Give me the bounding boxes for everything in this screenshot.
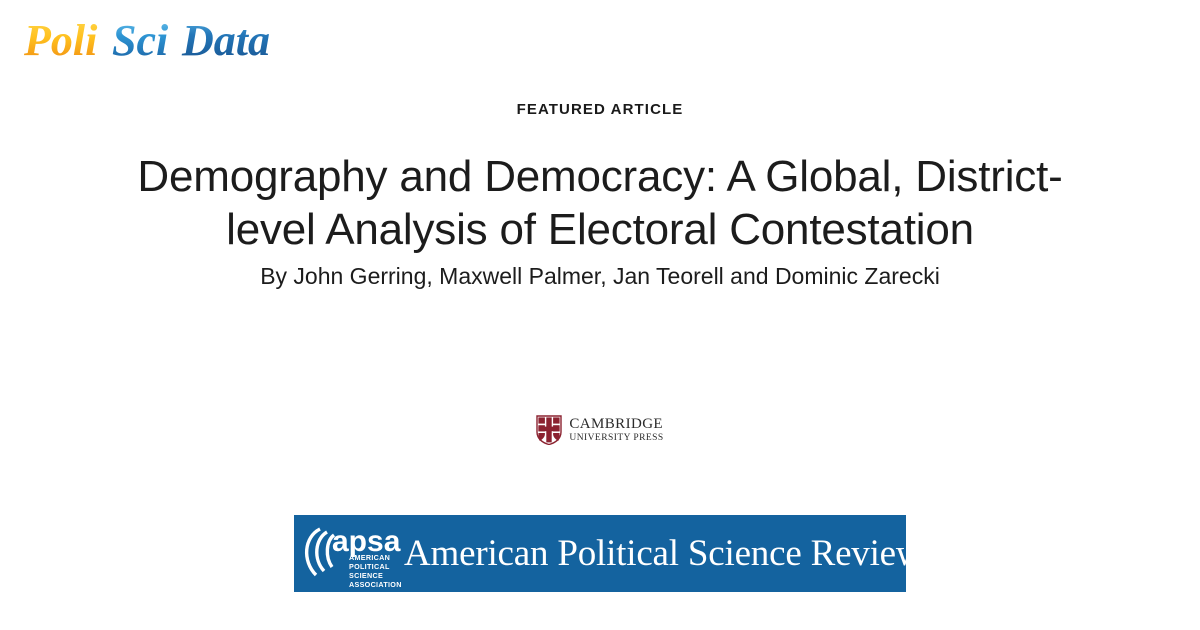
page-title: Demography and Democracy: A Global, Dist… (137, 152, 1063, 254)
svg-text:POLITICAL: POLITICAL (349, 562, 390, 571)
svg-text:Sci: Sci (112, 17, 169, 65)
cambridge-university-press-mark: CAMBRIDGE UNIVERSITY PRESS (536, 415, 663, 445)
publisher-name: CAMBRIDGE (569, 415, 663, 432)
journal-title: American Political Science Review (404, 533, 906, 574)
svg-text:AMERICAN: AMERICAN (349, 553, 390, 562)
article-header: Demography and Democracy: A Global, Dist… (100, 150, 1100, 291)
cambridge-shield-icon (536, 415, 563, 445)
article-byline: By John Gerring, Maxwell Palmer, Jan Teo… (260, 263, 940, 289)
publisher-logo[interactable]: CAMBRIDGE UNIVERSITY PRESS (0, 415, 1200, 445)
svg-text:apsa: apsa (332, 525, 401, 558)
svg-text:ASSOCIATION: ASSOCIATION (349, 580, 402, 589)
site-logo[interactable]: Poli Sci Data (24, 17, 294, 66)
journal-banner[interactable]: apsa AMERICAN POLITICAL SCIENCE ASSOCIAT… (294, 515, 906, 592)
apsa-logo-icon: apsa AMERICAN POLITICAL SCIENCE ASSOCIAT… (294, 515, 412, 592)
featured-article-label: FEATURED ARTICLE (516, 101, 684, 118)
svg-text:Data: Data (181, 17, 270, 65)
svg-text:SCIENCE: SCIENCE (349, 571, 383, 580)
publisher-subtitle: UNIVERSITY PRESS (569, 432, 664, 443)
polyscidata-logo-icon: Poli Sci Data (24, 17, 270, 65)
svg-text:Poli: Poli (24, 17, 98, 65)
